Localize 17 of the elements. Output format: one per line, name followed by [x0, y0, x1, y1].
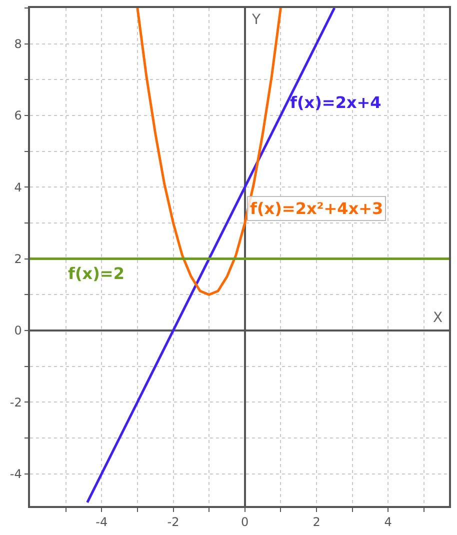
series-label: f(x)=2: [68, 264, 124, 283]
x-tick-label: 0: [241, 515, 249, 530]
y-tick-label: 8: [14, 37, 22, 52]
x-tick-label: -4: [96, 515, 108, 530]
y-tick-label: 6: [14, 108, 22, 123]
y-axis-title: Y: [251, 12, 261, 28]
y-tick-label: 4: [14, 180, 22, 194]
x-tick-label: -2: [167, 515, 180, 530]
y-tick-label: 2: [14, 252, 22, 266]
x-tick-label: 2: [312, 515, 320, 530]
x-tick-label: 4: [384, 515, 392, 530]
series-label: f(x)=2x²+4x+3: [250, 199, 384, 218]
series-label: f(x)=2x+4: [290, 93, 382, 112]
y-tick-label: -2: [10, 395, 22, 410]
y-tick-label: -4: [10, 466, 22, 481]
y-tick-label: 0: [14, 324, 22, 338]
x-axis-title: X: [433, 310, 443, 326]
